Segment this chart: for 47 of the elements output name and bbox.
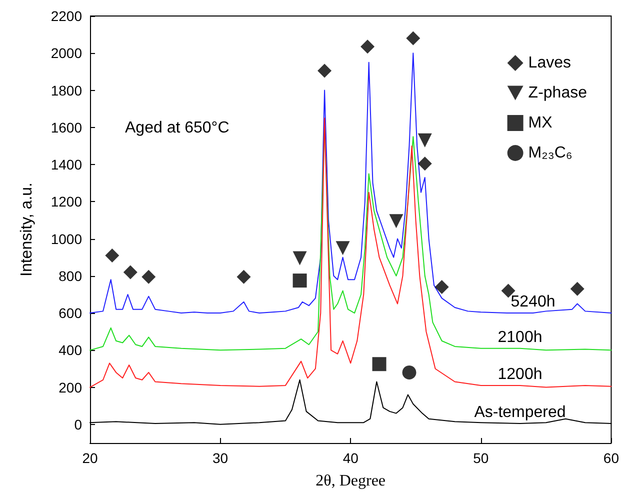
x-tick-label: 20 bbox=[82, 450, 98, 466]
point bbox=[406, 31, 420, 46]
legend-label: M₂₃C₆ bbox=[528, 144, 572, 162]
y-tick-label: 600 bbox=[58, 305, 82, 322]
legend-label: Z-phase bbox=[528, 84, 588, 102]
point bbox=[389, 214, 404, 228]
point bbox=[360, 40, 375, 54]
y-tick-label: 800 bbox=[58, 268, 82, 284]
annotation: Aged at 650°C bbox=[125, 120, 230, 136]
y-tick-label: 1800 bbox=[50, 82, 82, 98]
legend-label: Laves bbox=[528, 54, 572, 72]
series-label: As-tempered bbox=[474, 404, 566, 422]
series-label: 2100h bbox=[498, 328, 542, 346]
series-label: 1200h bbox=[498, 366, 542, 383]
y-tick-label: 1000 bbox=[50, 230, 82, 247]
point bbox=[292, 251, 307, 266]
x-tick-label: 40 bbox=[342, 450, 359, 466]
point bbox=[105, 248, 120, 262]
y-tick-label: 1200 bbox=[50, 194, 82, 210]
y-tick-label: 2000 bbox=[50, 45, 82, 62]
line-series bbox=[90, 118, 612, 388]
point bbox=[336, 241, 350, 256]
point bbox=[418, 156, 432, 171]
point bbox=[236, 270, 251, 284]
point bbox=[372, 357, 386, 372]
y-tick-label: 200 bbox=[58, 379, 82, 396]
x-tick-label: 50 bbox=[473, 450, 489, 466]
x-tick-label: 60 bbox=[603, 450, 620, 466]
point bbox=[434, 280, 449, 294]
y-tick-label: 0 bbox=[74, 416, 82, 432]
point bbox=[142, 270, 156, 284]
y-tick-label: 1600 bbox=[50, 119, 82, 136]
point bbox=[402, 365, 416, 380]
x-tick-label: 30 bbox=[212, 450, 228, 466]
x-axis-title: 2θ, Degree bbox=[316, 472, 386, 490]
series-label: 5240h bbox=[510, 294, 556, 311]
point bbox=[318, 64, 332, 78]
y-tick-label: 400 bbox=[58, 342, 82, 358]
y-axis-title: Intensity, a.u. bbox=[18, 182, 36, 276]
point bbox=[418, 133, 432, 148]
line-series bbox=[90, 52, 612, 314]
point bbox=[292, 274, 307, 288]
y-tick-label: 1400 bbox=[50, 156, 82, 173]
point bbox=[570, 282, 584, 296]
y-tick-label: 2200 bbox=[50, 8, 82, 24]
legend-label: MX bbox=[528, 114, 553, 132]
point bbox=[123, 265, 138, 280]
